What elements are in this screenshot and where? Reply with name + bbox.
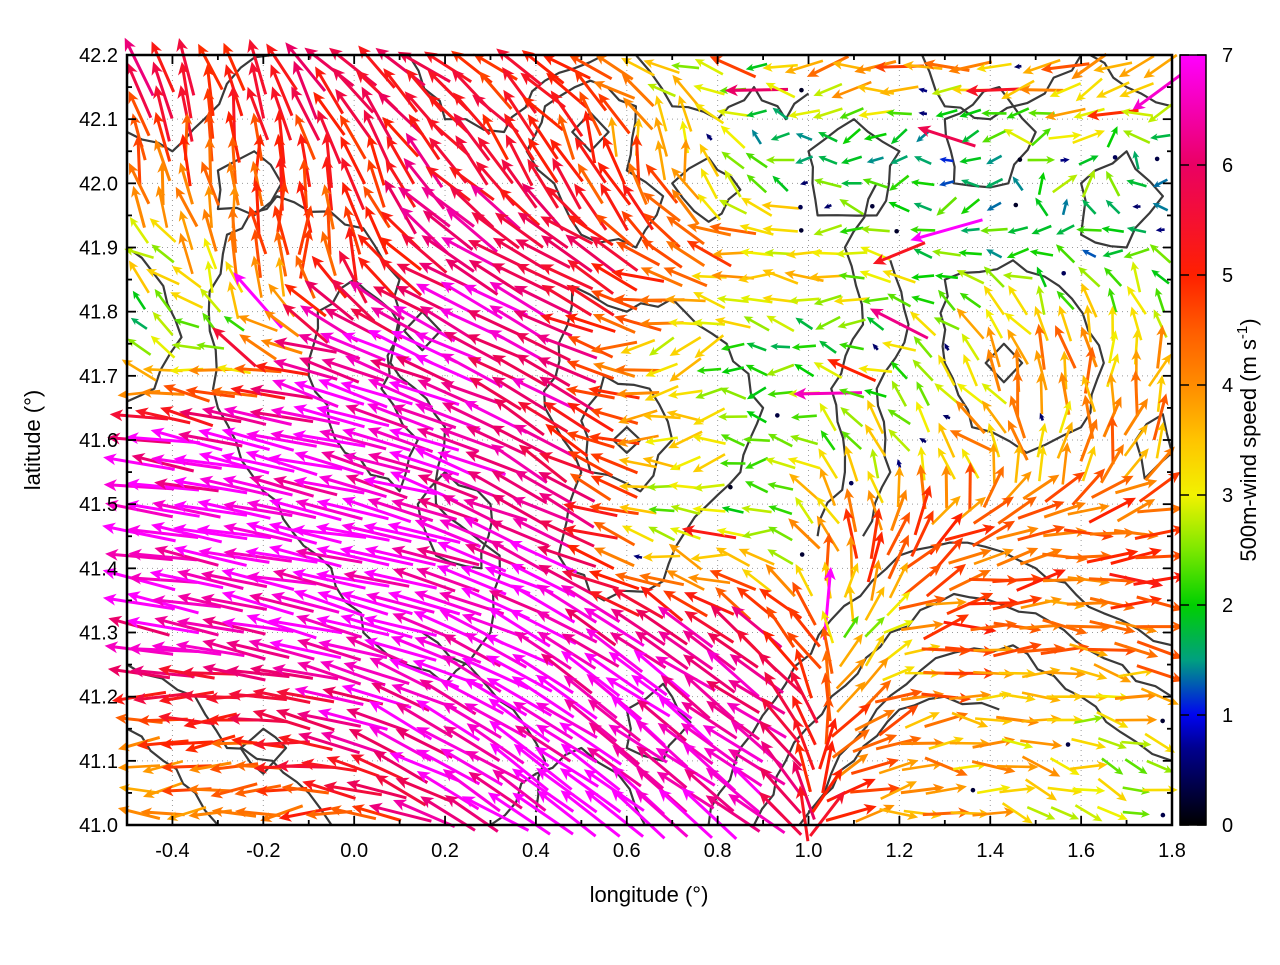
colorbar: 0 1 2 3 4 5 6 7 500m-wind speed (m s-1)	[1180, 45, 1261, 837]
y-tick-label: 41.5	[79, 494, 118, 516]
colorbar-tick-label: 1	[1222, 705, 1233, 727]
y-tick-label: 41.0	[79, 815, 118, 837]
colorbar-tick-label: 4	[1222, 375, 1233, 397]
y-tick-label: 41.8	[79, 302, 118, 324]
colorbar-tick-label: 7	[1222, 45, 1233, 67]
x-tick-label: 1.4	[976, 840, 1004, 862]
y-tick-label: 41.6	[79, 430, 118, 452]
y-tick-label: 41.7	[79, 366, 118, 388]
colorbar-tick-label: 3	[1222, 485, 1233, 507]
x-tick-label: 0.8	[704, 840, 732, 862]
x-axis-label: longitude (°)	[590, 882, 709, 907]
terrain-contour	[672, 158, 740, 222]
x-tick-label: -0.4	[155, 840, 189, 862]
x-tick-label: 1.8	[1158, 840, 1186, 862]
y-tick-label: 41.2	[79, 687, 118, 709]
y-tick-label: 42.2	[79, 45, 118, 67]
terrain-contour	[1081, 151, 1163, 247]
y-tick-label: 41.1	[79, 751, 118, 773]
colorbar-tick-labels: 0 1 2 3 4 5 6 7	[1222, 45, 1233, 837]
colorbar-axis-label: 500m-wind speed (m s-1)	[1234, 318, 1261, 561]
y-tick-label: 42.1	[79, 109, 118, 131]
colorbar-tick-label: 6	[1222, 155, 1233, 177]
x-tick-label: 1.2	[885, 840, 913, 862]
x-tick-label: 0.6	[613, 840, 641, 862]
x-tick-label: -0.2	[246, 840, 280, 862]
colorbar-tick-label: 2	[1222, 595, 1233, 617]
colorbar-tick-label: 5	[1222, 265, 1233, 287]
x-tick-label: 0.4	[522, 840, 550, 862]
y-tick-label: 41.3	[79, 623, 118, 645]
y-tick-label: 41.4	[79, 558, 118, 580]
wind-arrow-layer	[102, 38, 1188, 842]
x-tick-label: 0.2	[431, 840, 459, 862]
x-tick-label: 0.0	[340, 840, 368, 862]
x-tick-label: 1.0	[795, 840, 823, 862]
y-tick-label: 41.9	[79, 238, 118, 260]
terrain-contour	[754, 594, 1172, 825]
terrain-contour	[544, 286, 763, 600]
colorbar-tick-label: 0	[1222, 815, 1233, 837]
y-tick-label: 42.0	[79, 173, 118, 195]
colorbar-gradient	[1180, 55, 1206, 825]
y-axis-label: latitude (°)	[20, 390, 45, 491]
x-tick-label: 1.6	[1067, 840, 1095, 862]
